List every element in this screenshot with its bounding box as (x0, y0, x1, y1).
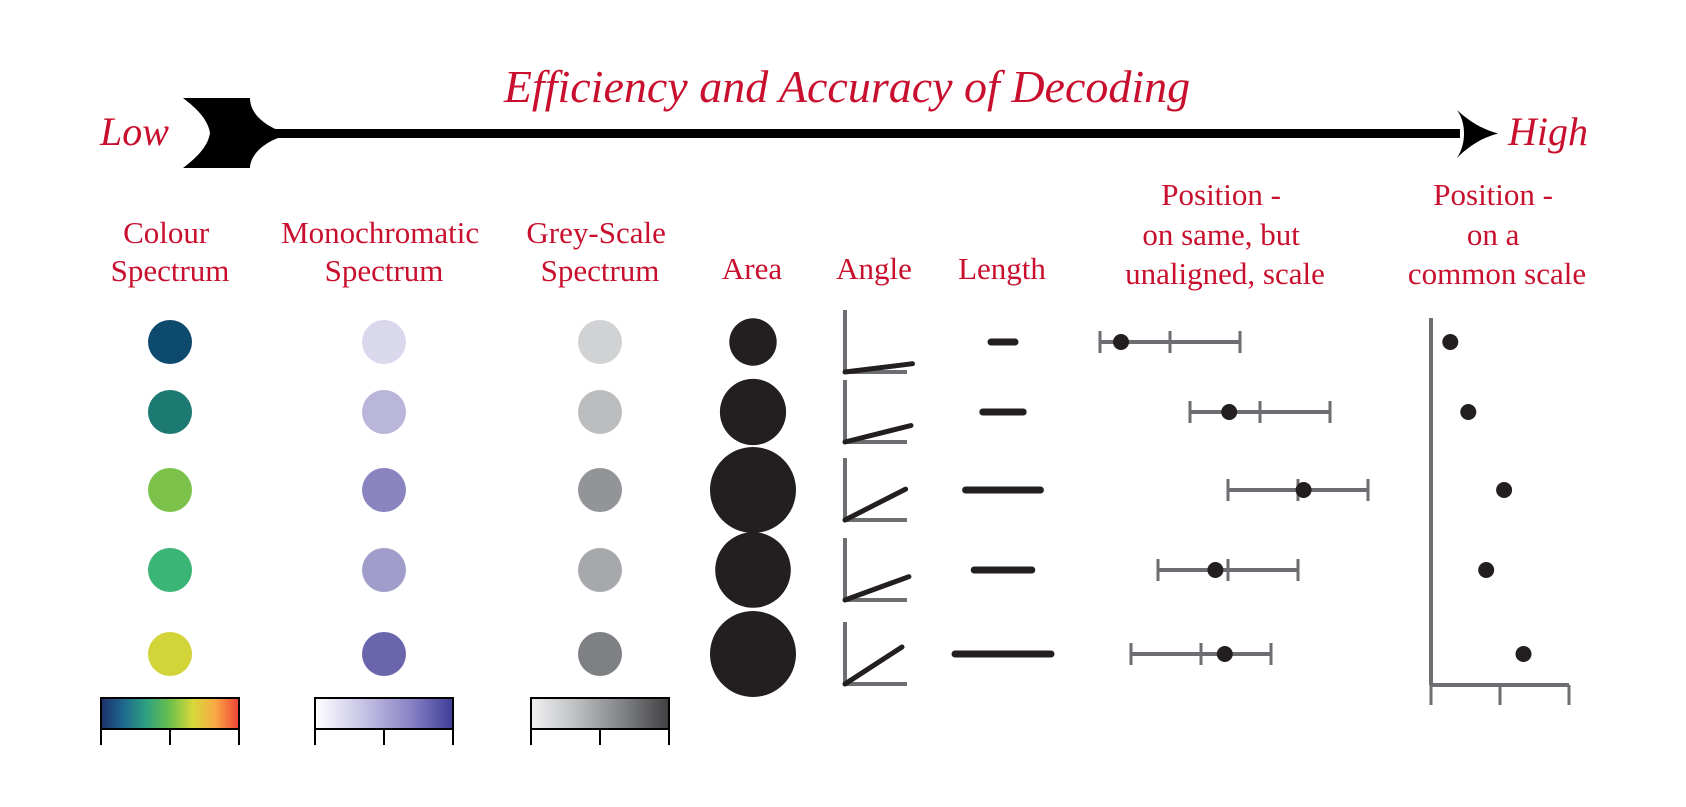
column-headers: Colour Spectrum Monochromatic Spectrum G… (111, 177, 1587, 291)
arrow-shaft (260, 129, 1460, 138)
greyscale-dot-1 (578, 320, 622, 364)
greyscale-spectrum-column (578, 320, 622, 676)
monochromatic-dot-3 (362, 468, 406, 512)
common-dot-2 (1460, 404, 1477, 420)
angle-axes-5 (843, 622, 907, 686)
unaligned-dot-5 (1216, 646, 1233, 662)
angle-ray-5 (842, 644, 905, 687)
colour-dot-5 (148, 632, 192, 676)
arrow-tail-icon (183, 98, 278, 168)
common-dot-5 (1515, 646, 1532, 662)
unaligned-dot-1 (1113, 334, 1129, 350)
header-angle: Angle (836, 251, 912, 286)
diagram-title: Efficiency and Accuracy of Decoding (503, 61, 1190, 112)
monochromatic-dot-4 (362, 548, 406, 592)
colour-dot-4 (148, 548, 192, 592)
colour-spectrum-column (148, 320, 192, 676)
monochromatic-dot-2 (362, 390, 406, 434)
spectrum-legends (100, 697, 670, 745)
area-circle-4 (715, 532, 791, 608)
colour-legend-bar (100, 697, 240, 730)
greyscale-dot-5 (578, 632, 622, 676)
colour-dot-2 (148, 390, 192, 434)
accuracy-arrow (183, 98, 1498, 168)
colour-dot-3 (148, 468, 192, 512)
common-dot-4 (1478, 562, 1495, 578)
monochromatic-legend-bar (314, 697, 454, 730)
unaligned-dot-4 (1207, 562, 1224, 578)
unaligned-dot-3 (1295, 482, 1312, 498)
monochromatic-dot-5 (362, 632, 406, 676)
area-circle-1 (729, 318, 777, 366)
header-position-unaligned: Position - on same, but unaligned, scale (1125, 177, 1325, 291)
position-unaligned-column (1098, 331, 1370, 665)
header-position-common: Position - on a common scale (1408, 177, 1586, 291)
angle-axes-3 (843, 458, 907, 522)
area-column (710, 318, 796, 697)
position-common-column (1429, 318, 1571, 705)
length-column (951, 338, 1055, 658)
header-monochromatic: Monochromatic Spectrum (281, 215, 487, 288)
monochromatic-dot-1 (362, 320, 406, 364)
high-label: High (1507, 109, 1588, 154)
header-area: Area (722, 251, 782, 286)
monochromatic-spectrum-column (362, 320, 406, 676)
unaligned-dot-2 (1221, 404, 1238, 420)
angle-axes-1 (843, 310, 907, 374)
area-circle-2 (719, 378, 787, 446)
greyscale-legend-bar (530, 697, 670, 730)
angle-ray-4 (842, 574, 912, 603)
header-greyscale: Grey-Scale Spectrum (526, 215, 673, 288)
angle-ray-1 (842, 361, 915, 375)
header-length: Length (958, 251, 1046, 286)
angle-ray-2 (842, 423, 914, 445)
greyscale-dot-4 (578, 548, 622, 592)
arrow-head-icon (1457, 110, 1498, 158)
colour-dot-1 (148, 320, 192, 364)
greyscale-dot-3 (578, 468, 622, 512)
angle-column (842, 310, 915, 687)
low-label: Low (99, 109, 169, 154)
angle-ray-3 (842, 486, 909, 523)
area-circle-5 (710, 611, 796, 697)
area-circle-3 (710, 447, 796, 533)
header-colour: Colour Spectrum (111, 215, 230, 288)
common-dot-1 (1442, 334, 1459, 350)
common-dot-3 (1496, 482, 1513, 498)
greyscale-dot-2 (578, 390, 622, 434)
